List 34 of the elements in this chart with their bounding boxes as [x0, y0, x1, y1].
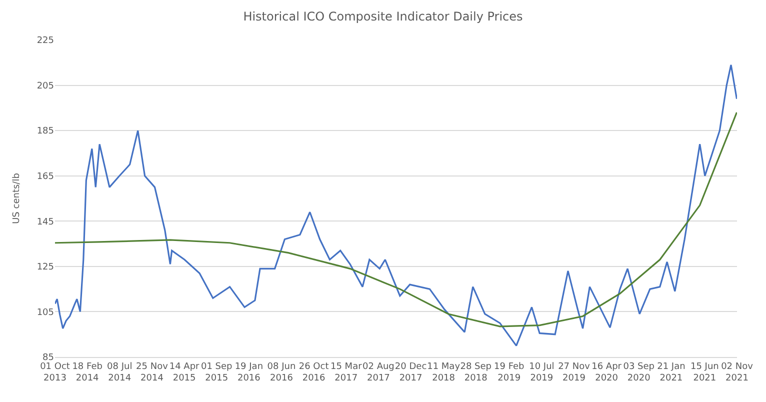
- y-tick-label: 105: [36, 308, 54, 318]
- y-tick-label: 225: [36, 36, 54, 46]
- x-tick-label: 20 Dec 2017: [394, 362, 427, 384]
- y-tick-label: 85: [42, 353, 54, 364]
- x-tick-label: 10 Jul 2019: [529, 362, 554, 384]
- line-series: [55, 64, 737, 346]
- x-tick-label: 02 Nov 2021: [721, 362, 754, 384]
- line-series: [55, 112, 737, 328]
- y-tick-label: 205: [36, 81, 54, 92]
- x-tick-label: 19 Jan 2016: [234, 362, 264, 384]
- y-tick-label: 185: [36, 126, 54, 137]
- y-axis-title: US cents/lb: [12, 172, 22, 224]
- y-tick-label: 145: [36, 217, 54, 228]
- x-tick-label: 25 Nov 2014: [136, 362, 169, 384]
- x-tick-label: 26 Oct 2016: [298, 362, 330, 384]
- x-tick-label: 21 Jan 2021: [657, 362, 686, 384]
- x-tick-label: 08 Jul 2014: [107, 362, 132, 384]
- x-tick-label: 16 Apr 2020: [592, 362, 622, 384]
- x-tick-label: 08 Jun 2016: [267, 362, 296, 384]
- x-tick-label: 14 Apr 2015: [169, 362, 200, 384]
- x-tick-label: 03 Sep 2020: [623, 362, 655, 384]
- x-tick-label: 01 Oct 2013: [40, 362, 70, 384]
- x-tick-label: 15 Jun 2021: [690, 362, 719, 384]
- chart-title: Historical ICO Composite Indicator Daily Prices: [243, 9, 523, 24]
- y-tick-label: 165: [36, 172, 54, 182]
- y-tick-label: 125: [36, 262, 54, 273]
- x-tick-label: 19 Feb 2019: [494, 362, 525, 384]
- x-tick-label: 11 May 2018: [427, 362, 461, 384]
- x-tick-label: 18 Feb 2014: [72, 362, 103, 384]
- x-tick-label: 27 Nov 2019: [558, 362, 591, 384]
- x-tick-label: 01 Sep 2015: [200, 362, 233, 384]
- x-tick-label: 28 Sep 2018: [460, 362, 492, 384]
- x-tick-label: 02 Aug 2017: [362, 362, 394, 384]
- x-tick-label: 15 Mar 2017: [330, 362, 362, 384]
